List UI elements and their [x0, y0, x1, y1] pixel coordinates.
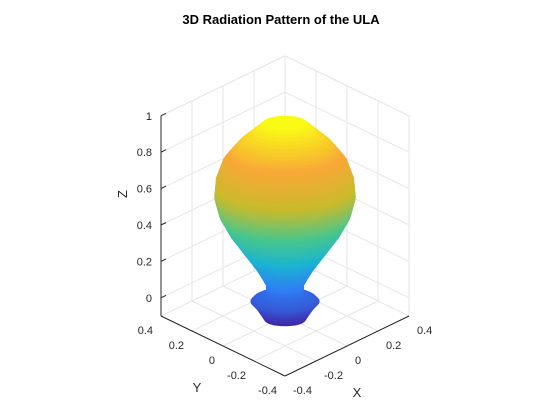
surface-cap — [262, 115, 308, 131]
z-tick-label: 0 — [146, 293, 152, 305]
x-tick-label: 0 — [355, 355, 361, 367]
tick-labels: 0 0.2 0.4 0.6 0.8 1 -0.4 -0.2 0 0.2 0.4 -0.4 -0.2 0 0.… — [137, 111, 433, 397]
grid-line — [160, 55, 286, 117]
z-tick-label: 0.8 — [137, 147, 152, 159]
z-tick-label: 0.2 — [137, 256, 152, 268]
chart-title: 3D Radiation Pattern of the ULA — [182, 12, 380, 27]
x-axis-line — [284, 315, 410, 377]
grid-line — [284, 55, 410, 117]
radiation-surface — [214, 115, 356, 327]
z-tick-mark — [160, 222, 167, 226]
axes-layer — [160, 112, 410, 377]
x-tick-label: -0.4 — [293, 385, 312, 397]
z-axis-label: Z — [115, 190, 130, 198]
y-axis-line — [160, 315, 286, 377]
z-tick-label: 0.4 — [137, 220, 152, 232]
grid-line — [191, 300, 317, 362]
y-tick-label: 0 — [209, 355, 215, 367]
y-tick-label: -0.2 — [227, 370, 246, 382]
x-axis-label: X — [353, 385, 362, 400]
z-tick-label: 0.6 — [137, 184, 152, 196]
z-tick-mark — [160, 294, 167, 299]
z-tick-mark — [160, 112, 167, 117]
z-tick-mark — [160, 149, 167, 153]
z-tick-mark — [160, 185, 167, 190]
y-tick-label: 0.4 — [138, 325, 153, 337]
z-tick-mark — [160, 258, 167, 262]
x-tick-label: -0.2 — [324, 370, 343, 382]
x-tick-label: 0.2 — [386, 340, 401, 352]
z-tick-label: 1 — [146, 111, 152, 123]
y-tick-label: 0.2 — [169, 340, 184, 352]
y-tick-label: -0.4 — [258, 385, 277, 397]
x-tick-label: 0.4 — [417, 325, 432, 337]
y-axis-label: Y — [193, 380, 202, 395]
